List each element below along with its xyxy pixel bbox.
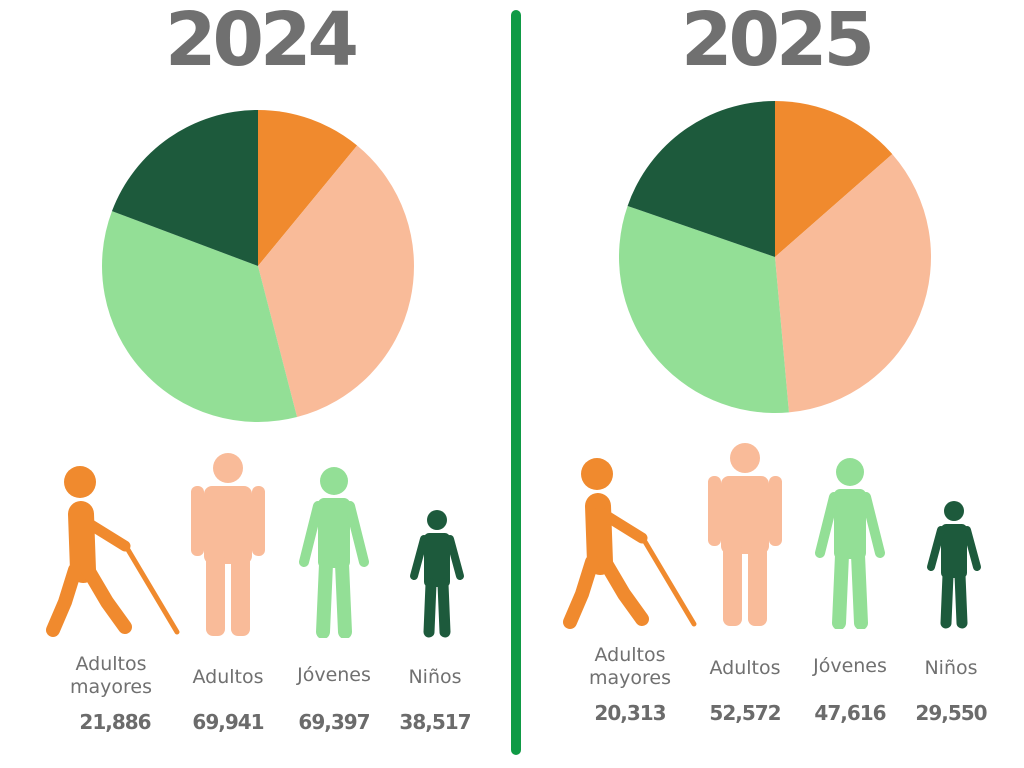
elderly-person-icon (563, 458, 697, 629)
category-label-youth-2024: Jóvenes (297, 664, 371, 686)
chart-title-2024: 2024 (165, 0, 359, 83)
child-person-icon (927, 501, 981, 629)
pie-slice-children-2025 (627, 101, 775, 257)
pie-slice-adults-2024 (258, 145, 414, 418)
value-label-youth-2025: 47,616 (814, 701, 886, 725)
value-label-elderly-2024: 21,886 (79, 710, 151, 734)
category-label-adults-2025: Adultos (709, 657, 781, 679)
value-label-adults-2025: 52,572 (709, 701, 781, 725)
pie-slice-youth-2024 (102, 211, 298, 422)
pie-slice-youth-2025 (618, 205, 789, 413)
pie-slice-children-2024 (111, 110, 259, 266)
value-label-children-2024: 38,517 (399, 710, 471, 734)
young-person-icon (299, 467, 369, 638)
category-label-youth-2025: Jóvenes (813, 655, 887, 677)
category-label-children-2025: Niños (924, 657, 978, 679)
value-label-elderly-2025: 20,313 (594, 701, 666, 725)
chart-title-2025: 2025 (681, 0, 875, 83)
value-label-youth-2024: 69,397 (298, 710, 370, 734)
pie-slice-elderly-2024 (258, 110, 358, 266)
value-label-adults-2024: 69,941 (192, 710, 264, 734)
pie-slice-elderly-2025 (775, 101, 893, 257)
vertical-divider (511, 10, 521, 755)
category-label-children-2024: Niños (408, 666, 462, 688)
adult-person-icon (191, 453, 265, 636)
pie-chart-2024 (102, 110, 414, 422)
category-label-adults-2024: Adultos (192, 666, 264, 688)
adult-person-icon (708, 443, 782, 626)
pie-chart-2025 (618, 101, 931, 413)
category-label-elderly-2025: Adultos mayores (588, 644, 671, 689)
category-label-elderly-2024: Adultos mayores (69, 653, 152, 698)
young-person-icon (815, 458, 885, 629)
elderly-person-icon (46, 466, 180, 637)
pie-slice-adults-2025 (775, 154, 931, 413)
value-label-children-2025: 29,550 (915, 701, 987, 725)
child-person-icon (410, 510, 464, 638)
